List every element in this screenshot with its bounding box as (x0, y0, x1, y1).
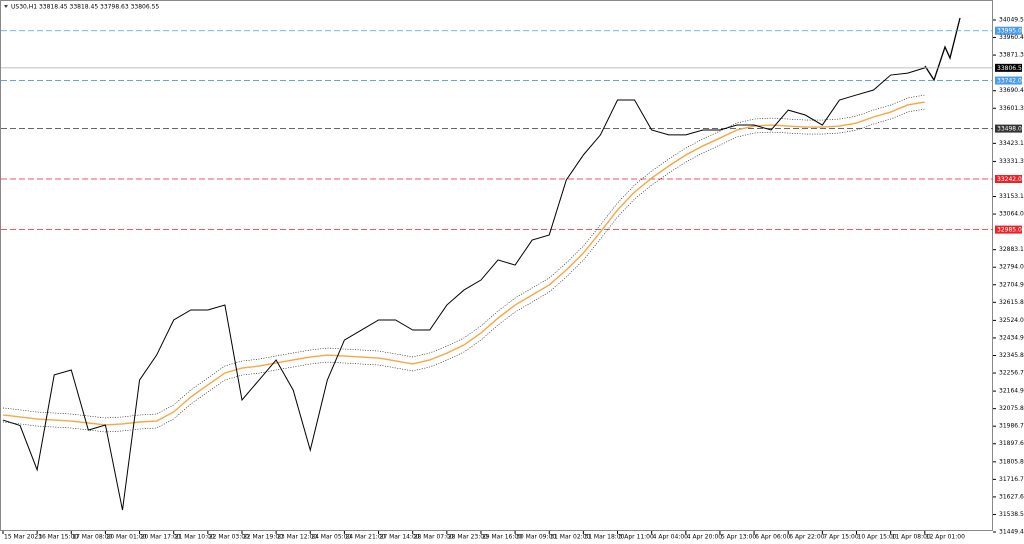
x-tick-label: 3 Apr 11:00 (619, 534, 654, 541)
price-tag (995, 76, 1022, 85)
x-tick-label: 15 Mar 2023 (4, 534, 42, 541)
projection-line (924, 17, 961, 82)
chart-title: US30,H1 33818.45 33818.45 33798.63 33806… (11, 4, 159, 11)
y-tick-label: 33960.42 (999, 34, 1024, 41)
price-tag (995, 63, 1022, 72)
y-tick-label: 31449.42 (999, 529, 1024, 536)
x-tick-label: 6 Apr 22:00 (789, 534, 824, 541)
price-tag-label: 33995.00 (997, 28, 1024, 35)
y-tick-label: 33423.12 (999, 140, 1024, 147)
y-tick-label: 31538.52 (999, 511, 1024, 518)
y-tick-label: 33153.12 (999, 193, 1024, 200)
y-tick-label: 31627.62 (999, 493, 1024, 500)
y-tick-label: 33871.32 (999, 52, 1024, 59)
x-tick-label: 7 Apr 15:00 (823, 534, 858, 541)
y-tick-label: 32704.92 (999, 281, 1024, 288)
y-tick-label: 31986.72 (999, 423, 1024, 430)
y-tick-label: 33331.32 (999, 158, 1024, 165)
x-tick-label: 4 Apr 20:00 (687, 534, 722, 541)
price-tag-label: 33242.00 (997, 176, 1024, 183)
x-tick-label: 5 Apr 13:00 (721, 534, 756, 541)
y-tick-label: 32256.72 (999, 370, 1024, 377)
y-tick-label: 34049.52 (999, 17, 1024, 24)
x-tick-label: 24 Mar 05:00 (311, 534, 351, 541)
price-tag-label: 32985.00 (997, 227, 1024, 234)
y-tick-label: 33690.42 (999, 87, 1024, 94)
price-tag-label: 33806.55 (997, 65, 1024, 72)
y-tick-label: 32883.12 (999, 246, 1024, 253)
x-tick-label: 28 Mar 23:00 (448, 534, 488, 541)
y-tick-label: 32075.82 (999, 405, 1024, 412)
ma-envelope (2, 94, 925, 419)
y-tick-label: 32615.82 (999, 299, 1024, 306)
x-tick-label: 4 Apr 04:00 (653, 534, 688, 541)
x-tick-label: 30 Mar 09:00 (516, 534, 556, 541)
price-tag (995, 26, 1022, 35)
x-tick-label: 6 Apr 06:00 (755, 534, 790, 541)
y-tick-label: 32794.02 (999, 264, 1024, 271)
x-tick-label: 10 Apr 15:00 (858, 534, 897, 541)
x-tick-label: 22 Mar 03:00 (209, 534, 249, 541)
y-tick-label: 33601.32 (999, 105, 1024, 112)
x-tick-label: 31 Mar 18:00 (584, 534, 624, 541)
price-tag-label: 33498.00 (997, 126, 1024, 133)
ma-line (2, 101, 925, 426)
menu-icon (4, 5, 8, 8)
x-tick-label: 31 Mar 02:00 (550, 534, 590, 541)
x-tick-label: 24 Mar 21:00 (345, 534, 385, 541)
y-tick-label: 32345.82 (999, 352, 1024, 359)
price-tag (995, 124, 1022, 133)
y-tick-label: 33064.02 (999, 211, 1024, 218)
x-tick-label: 23 Mar 12:00 (277, 534, 317, 541)
x-tick-label: 11 Apr 08:00 (892, 534, 931, 541)
x-tick-label: 29 Mar 16:00 (482, 534, 522, 541)
x-tick-label: 27 Mar 14:00 (380, 534, 420, 541)
x-tick-label: 12 Apr 01:00 (926, 534, 965, 541)
price-tag (995, 225, 1022, 234)
x-tick-label: 21 Mar 10:00 (175, 534, 215, 541)
x-tick-label: 17 Mar 08:00 (72, 534, 112, 541)
x-tick-label: 16 Mar 15:00 (38, 534, 78, 541)
y-tick-label: 32524.02 (999, 317, 1024, 324)
y-tick-label: 31897.62 (999, 440, 1024, 447)
price-tag (995, 175, 1022, 184)
y-tick-label: 31716.72 (999, 476, 1024, 483)
x-tick-label: 20 Mar 01:00 (106, 534, 146, 541)
y-tick-label: 31805.82 (999, 458, 1024, 465)
y-tick-label: 32164.92 (999, 388, 1024, 395)
y-tick-label: 32434.92 (999, 334, 1024, 341)
price-line (2, 67, 925, 511)
x-tick-label: 28 Mar 07:00 (414, 534, 454, 541)
plot-frame (0, 0, 993, 531)
ma-envelope (2, 108, 925, 433)
x-tick-label: 22 Mar 19:00 (243, 534, 283, 541)
x-tick-label: 20 Mar 17:00 (141, 534, 181, 541)
price-tag-label: 33742.00 (997, 78, 1024, 85)
